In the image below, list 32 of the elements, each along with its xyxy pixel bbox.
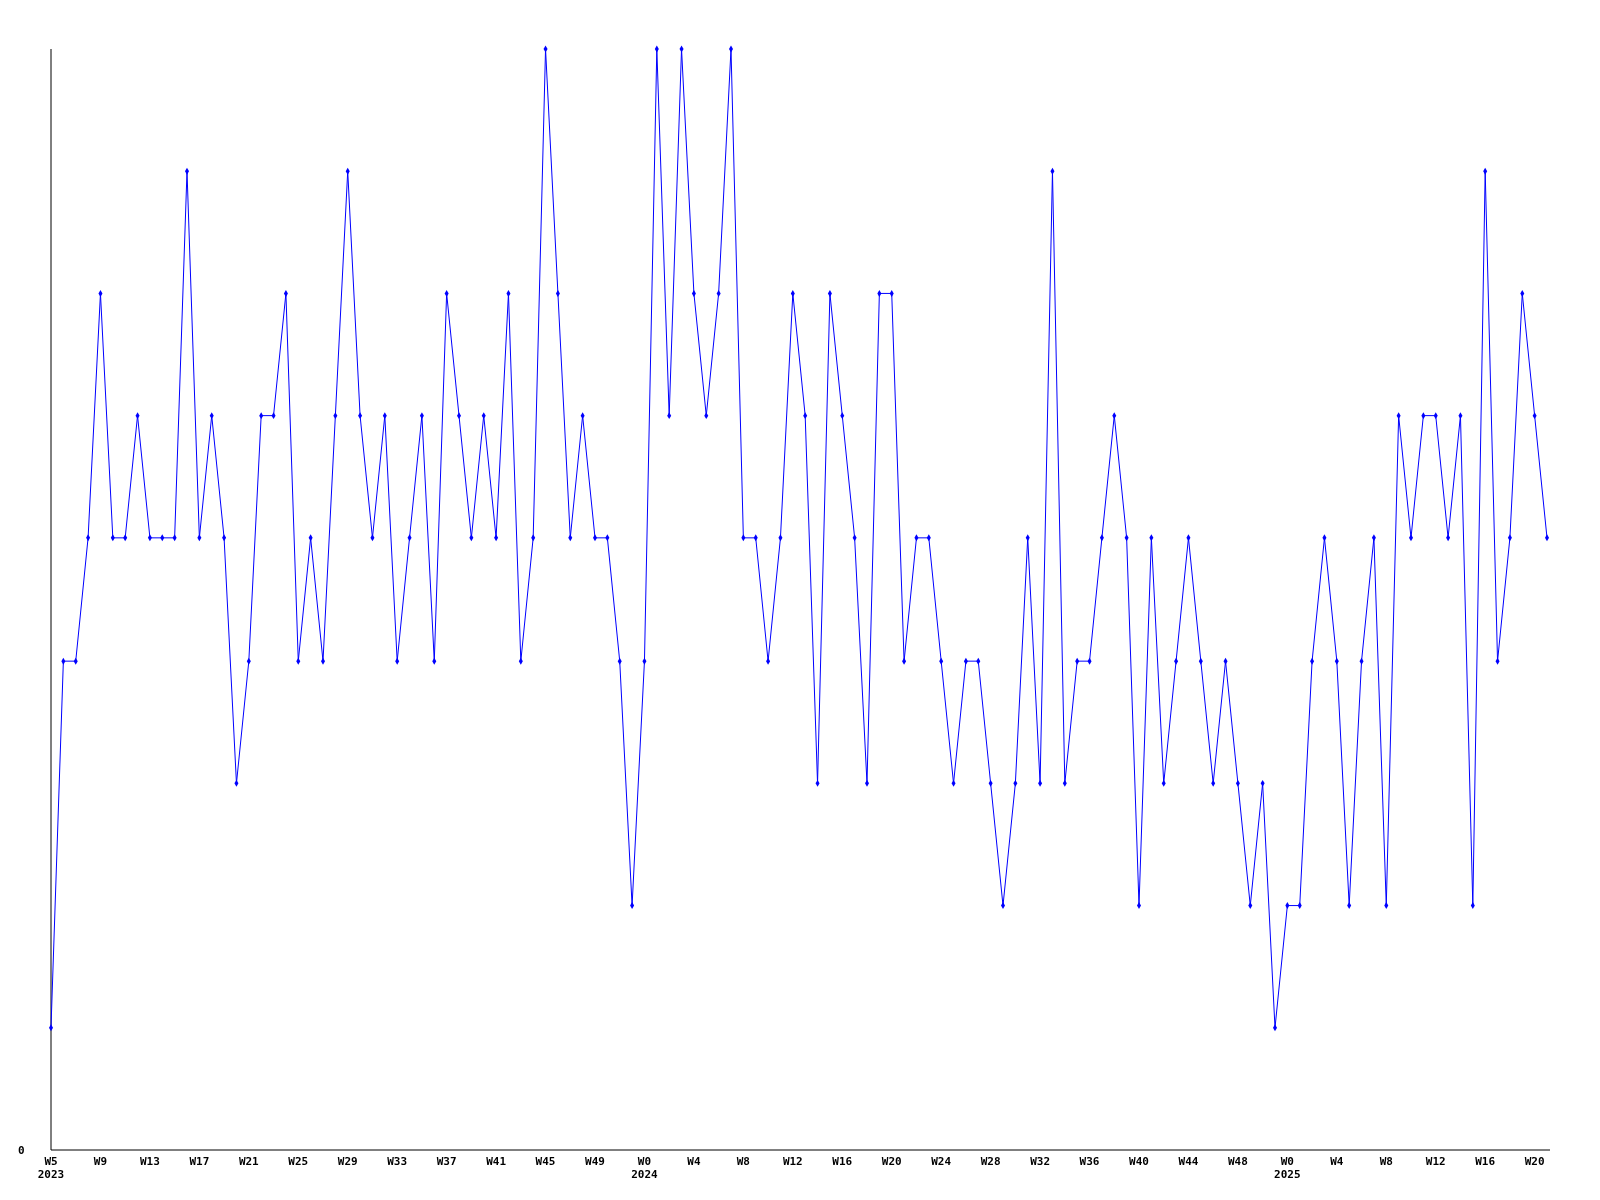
x-tick-label: W5 2023	[37, 1155, 65, 1181]
x-tick-label: W13	[139, 1155, 160, 1168]
x-tick-label: W16	[832, 1155, 853, 1168]
x-tick-label: W32	[1030, 1155, 1051, 1168]
x-tick-label: W4	[1330, 1155, 1344, 1168]
x-tick-label: W25	[288, 1155, 309, 1168]
x-tick-label: W16	[1475, 1155, 1496, 1168]
x-tick-label: W45	[535, 1155, 556, 1168]
text: 0	[18, 1144, 25, 1157]
x-tick-label: W20	[1524, 1155, 1545, 1168]
x-tick-label: W0 2024	[631, 1155, 659, 1181]
x-tick-label: W33	[387, 1155, 408, 1168]
x-tick-label: W24	[931, 1155, 952, 1168]
x-tick-label: W4	[687, 1155, 701, 1168]
x-tick-label: W12	[782, 1155, 803, 1168]
x-tick-label: W17	[189, 1155, 210, 1168]
x-tick-label: W28	[980, 1155, 1001, 1168]
x-tick-label: W8	[1379, 1155, 1393, 1168]
x-tick-label: W36	[1079, 1155, 1100, 1168]
x-tick-label: W41	[486, 1155, 507, 1168]
x-tick-label: W44	[1178, 1155, 1199, 1168]
x-tick-label: W48	[1227, 1155, 1248, 1168]
x-tick-label: W12	[1425, 1155, 1446, 1168]
x-tick-label: W20	[881, 1155, 902, 1168]
x-tick-label: W21	[238, 1155, 260, 1168]
x-tick-label: W40	[1129, 1155, 1149, 1168]
x-tick-label: W49	[585, 1155, 605, 1168]
x-tick-label: W0 2025	[1274, 1155, 1301, 1181]
x-tick-label: W9	[93, 1155, 108, 1168]
x-tick-label: W29	[337, 1155, 358, 1168]
x-tick-label: W37	[436, 1155, 457, 1168]
x-tick-label: W8	[736, 1155, 750, 1168]
